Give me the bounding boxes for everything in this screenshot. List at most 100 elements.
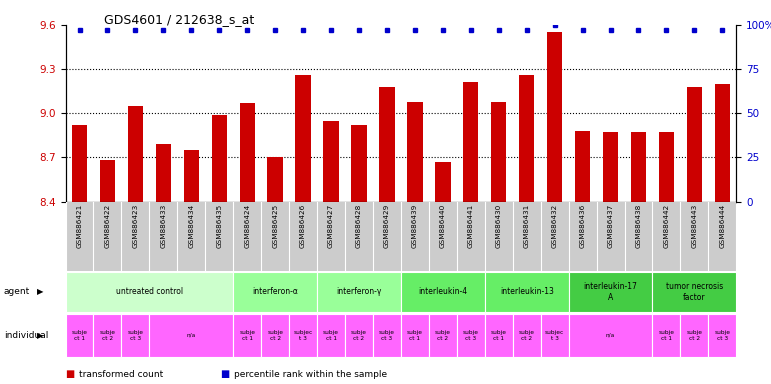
Text: agent: agent [4, 287, 30, 296]
Bar [156, 144, 171, 384]
Bar [547, 32, 562, 384]
Text: GSM886443: GSM886443 [692, 204, 698, 248]
Text: ▶: ▶ [37, 331, 43, 340]
Bar [456, 314, 485, 357]
Bar [295, 75, 311, 384]
Text: GSM886435: GSM886435 [216, 204, 222, 248]
Text: subje
ct 2: subje ct 2 [686, 330, 702, 341]
Bar [66, 271, 233, 312]
Text: subje
ct 3: subje ct 3 [714, 330, 730, 341]
Bar [485, 314, 513, 357]
Bar [233, 314, 261, 357]
Bar [122, 314, 150, 357]
Bar [687, 87, 702, 384]
Bar [93, 314, 122, 357]
Bar [211, 115, 227, 384]
Text: untreated control: untreated control [116, 287, 183, 296]
Bar [513, 314, 540, 357]
Text: ▶: ▶ [37, 287, 43, 296]
Text: GSM886444: GSM886444 [719, 204, 726, 248]
Bar [317, 314, 345, 357]
Text: GSM886423: GSM886423 [133, 204, 139, 248]
Bar [652, 314, 680, 357]
Bar [323, 121, 338, 384]
Text: subje
ct 1: subje ct 1 [72, 330, 88, 341]
Text: GSM886431: GSM886431 [524, 204, 530, 248]
Text: GSM886437: GSM886437 [608, 204, 614, 248]
Text: GDS4601 / 212638_s_at: GDS4601 / 212638_s_at [104, 13, 254, 26]
Bar [128, 106, 143, 384]
Text: GSM886426: GSM886426 [300, 204, 306, 248]
Text: GSM886439: GSM886439 [412, 204, 418, 248]
Bar [407, 101, 423, 384]
Text: GSM886427: GSM886427 [328, 204, 334, 248]
Bar [485, 271, 568, 312]
Text: GSM886424: GSM886424 [244, 204, 251, 248]
Text: subje
ct 3: subje ct 3 [463, 330, 479, 341]
Bar [519, 75, 534, 384]
Bar [66, 314, 93, 357]
Text: GSM886441: GSM886441 [468, 204, 474, 248]
Bar [429, 314, 456, 357]
Bar [240, 103, 255, 384]
Bar [150, 314, 233, 357]
Bar [652, 271, 736, 312]
Text: n/a: n/a [187, 333, 196, 338]
Bar [491, 101, 507, 384]
Bar [345, 314, 373, 357]
Bar [540, 314, 568, 357]
Bar [435, 162, 450, 384]
Text: GSM886434: GSM886434 [188, 204, 194, 248]
Text: subje
ct 1: subje ct 1 [490, 330, 507, 341]
Bar [631, 132, 646, 384]
Bar [401, 314, 429, 357]
Bar [568, 314, 652, 357]
Text: interleukin-13: interleukin-13 [500, 287, 554, 296]
Text: GSM886422: GSM886422 [104, 204, 110, 248]
Bar [680, 314, 709, 357]
Text: ■: ■ [220, 369, 229, 379]
Bar [317, 271, 401, 312]
Bar [603, 132, 618, 384]
Text: subjec
t 3: subjec t 3 [545, 330, 564, 341]
Text: GSM886436: GSM886436 [580, 204, 586, 248]
Bar [568, 271, 652, 312]
Bar [715, 84, 730, 384]
Text: GSM886433: GSM886433 [160, 204, 167, 248]
Text: GSM886421: GSM886421 [76, 204, 82, 248]
Bar [658, 132, 674, 384]
Text: subje
ct 2: subje ct 2 [519, 330, 535, 341]
Bar [233, 271, 317, 312]
Text: subje
ct 3: subje ct 3 [127, 330, 143, 341]
Text: subjec
t 3: subjec t 3 [294, 330, 313, 341]
Text: subje
ct 1: subje ct 1 [407, 330, 423, 341]
Text: GSM886432: GSM886432 [551, 204, 557, 248]
Text: GSM886428: GSM886428 [356, 204, 362, 248]
Bar [268, 157, 283, 384]
Text: interferon-γ: interferon-γ [336, 287, 382, 296]
Bar [373, 314, 401, 357]
Text: n/a: n/a [606, 333, 615, 338]
Text: GSM886429: GSM886429 [384, 204, 390, 248]
Text: tumor necrosis
factor: tumor necrosis factor [665, 282, 723, 301]
Text: interleukin-4: interleukin-4 [419, 287, 467, 296]
Text: interleukin-17
A: interleukin-17 A [584, 282, 638, 301]
Bar [401, 271, 485, 312]
Bar [261, 314, 289, 357]
Text: individual: individual [4, 331, 49, 340]
Text: ■: ■ [66, 369, 75, 379]
Text: subje
ct 1: subje ct 1 [239, 330, 255, 341]
Text: subje
ct 1: subje ct 1 [658, 330, 675, 341]
Bar [289, 314, 317, 357]
Text: GSM886425: GSM886425 [272, 204, 278, 248]
Text: subje
ct 3: subje ct 3 [379, 330, 395, 341]
Bar [99, 161, 115, 384]
Text: subje
ct 2: subje ct 2 [267, 330, 283, 341]
Text: subje
ct 2: subje ct 2 [435, 330, 451, 341]
Text: subje
ct 2: subje ct 2 [99, 330, 116, 341]
Bar [463, 82, 479, 384]
Bar [352, 125, 367, 384]
Text: GSM886438: GSM886438 [635, 204, 641, 248]
Bar [575, 131, 591, 384]
Bar [379, 87, 395, 384]
